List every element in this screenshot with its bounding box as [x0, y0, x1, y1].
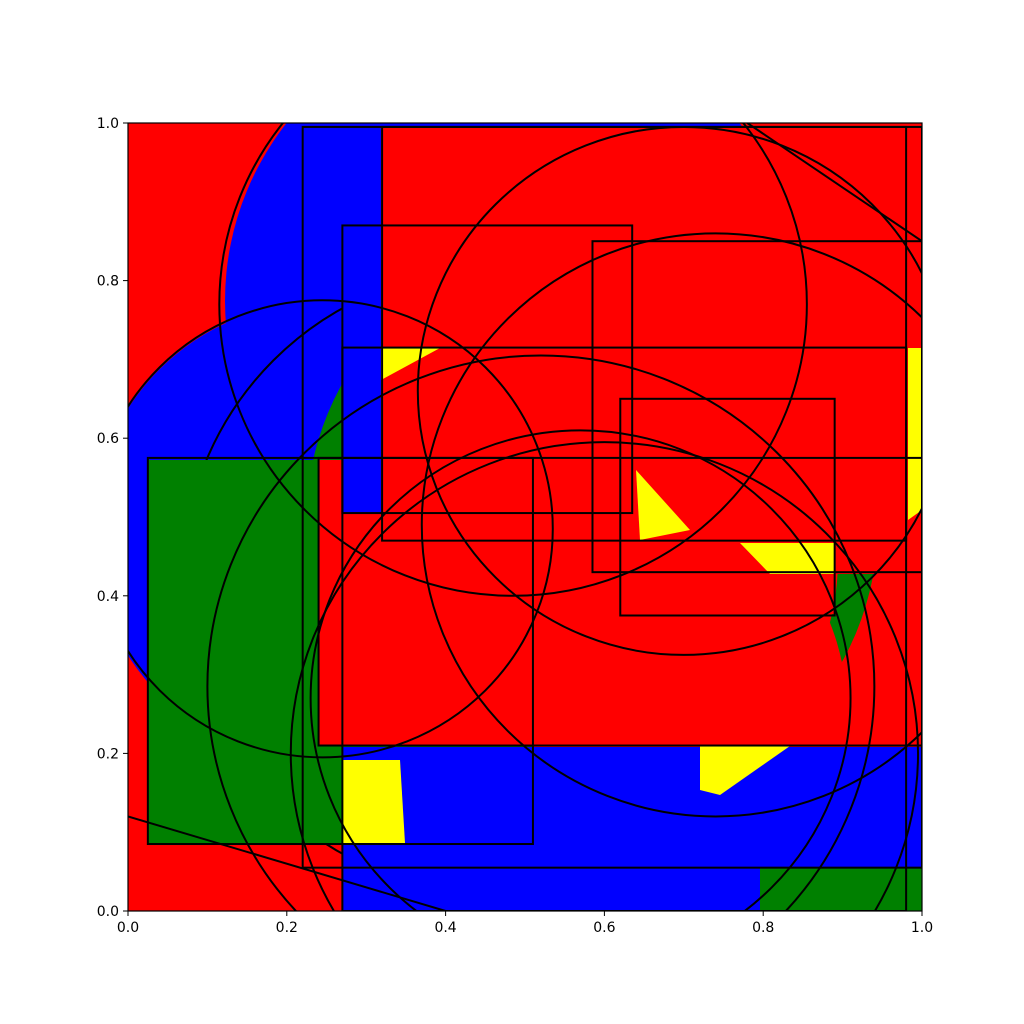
shape-rect-4 — [301, 125, 922, 869]
shape-circle-8 — [218, 123, 808, 597]
region-yellow-1 — [343, 760, 405, 843]
axes-frame — [127, 122, 923, 912]
shape-circle-10 — [420, 232, 922, 818]
region-yellow-6 — [381, 348, 440, 380]
shape-circle-13 — [289, 441, 919, 911]
shape-circle-14 — [309, 429, 852, 911]
region-yellow-3 — [908, 348, 922, 520]
shape-line-16 — [128, 815, 446, 911]
region-yellow-5 — [740, 543, 834, 574]
shape-circle-12 — [206, 354, 876, 911]
x-tick-label: 0.6 — [593, 920, 615, 936]
shape-outlines — [128, 123, 922, 911]
shape-circle-9 — [416, 126, 922, 656]
x-tick-label: 0.4 — [434, 920, 456, 936]
shape-rect-2 — [591, 240, 922, 574]
region-yellow-4 — [636, 470, 690, 540]
y-tick-label: 1.0 — [97, 116, 119, 132]
shape-rect-7 — [317, 456, 922, 747]
region-yellow-2 — [700, 746, 790, 795]
y-tick-label: 0.0 — [97, 904, 119, 920]
x-tick-label: 1.0 — [911, 920, 933, 936]
shape-line-15 — [746, 123, 922, 243]
shape-rect-5 — [619, 397, 836, 617]
region-rect-bottom-green — [760, 868, 922, 911]
plot-area — [128, 123, 922, 911]
y-tick-label: 0.8 — [97, 274, 119, 290]
y-tick-label: 0.4 — [97, 589, 119, 605]
y-tick-label: 0.6 — [97, 431, 119, 447]
x-axis: 0.0 0.2 0.4 0.6 0.8 1.0 — [117, 911, 933, 936]
y-axis: 0.0 0.2 0.4 0.6 0.8 1.0 — [97, 116, 128, 920]
x-tick-label: 0.2 — [276, 920, 298, 936]
x-tick-label: 0.0 — [117, 920, 139, 936]
y-tick-label: 0.2 — [97, 746, 119, 762]
shape-circle-11 — [128, 299, 554, 759]
x-tick-label: 0.8 — [752, 920, 774, 936]
